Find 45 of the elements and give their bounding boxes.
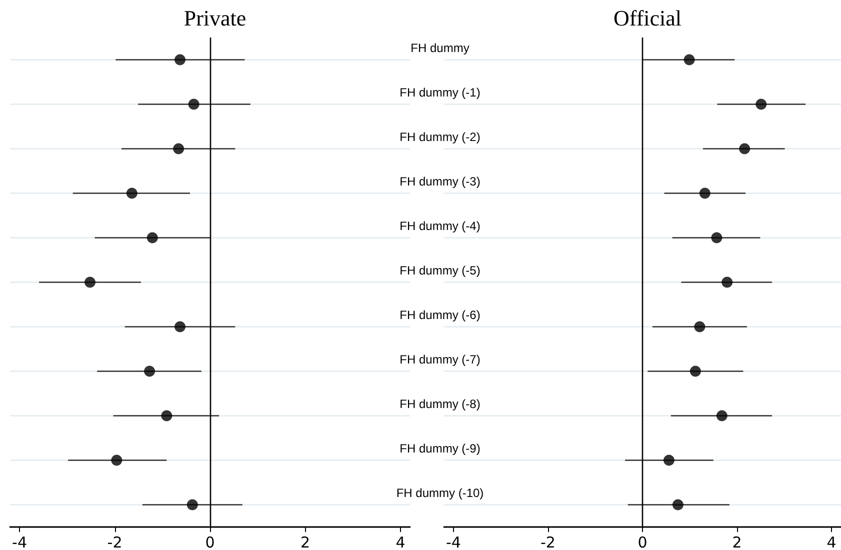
point <box>126 188 138 199</box>
point <box>739 143 750 154</box>
point <box>174 54 186 66</box>
point <box>173 143 184 154</box>
chart-title: Private <box>184 6 246 30</box>
point <box>174 321 186 332</box>
x-tick-label: -4 <box>446 534 461 550</box>
point <box>672 499 684 510</box>
y-tick-label: FH dummy (-1) <box>400 85 480 100</box>
point <box>111 454 122 466</box>
y-tick-label: FH dummy (-4) <box>400 218 480 233</box>
x-tick-label: 4 <box>396 534 406 550</box>
point <box>146 232 158 244</box>
x-tick-label: 4 <box>826 534 836 550</box>
y-tick-label: FH dummy (-2) <box>400 130 480 144</box>
y-tick-label: FH dummy (-6) <box>400 308 480 322</box>
x-tick-label: 2 <box>732 534 742 550</box>
point <box>186 499 198 510</box>
point <box>699 188 710 199</box>
point <box>756 98 767 110</box>
x-tick-label: 0 <box>638 534 648 550</box>
point <box>694 321 706 332</box>
chart-title: Official <box>613 6 682 30</box>
point <box>684 54 695 66</box>
x-tick-label: -2 <box>107 534 122 550</box>
point <box>84 276 96 288</box>
point <box>722 276 733 288</box>
y-tick-label: FH dummy (-5) <box>400 263 480 278</box>
x-tick-label: -4 <box>12 534 28 550</box>
x-tick-label: 0 <box>205 534 215 550</box>
y-tick-label: FH dummy (-9) <box>400 441 480 456</box>
x-tick-label: -2 <box>540 534 556 550</box>
y-tick-label: FH dummy (-3) <box>400 174 480 188</box>
point <box>716 410 728 422</box>
point <box>663 454 674 466</box>
x-tick-label: 2 <box>300 534 310 550</box>
point <box>188 98 200 110</box>
point <box>144 366 156 377</box>
y-tick-label: FH dummy (-7) <box>400 352 480 366</box>
y-tick-label: FH dummy (-8) <box>400 396 480 411</box>
y-tick-label: FH dummy <box>410 40 470 55</box>
point <box>711 232 722 244</box>
point <box>690 366 701 377</box>
point <box>161 410 172 422</box>
y-tick-label: FH dummy (-10) <box>396 486 484 500</box>
